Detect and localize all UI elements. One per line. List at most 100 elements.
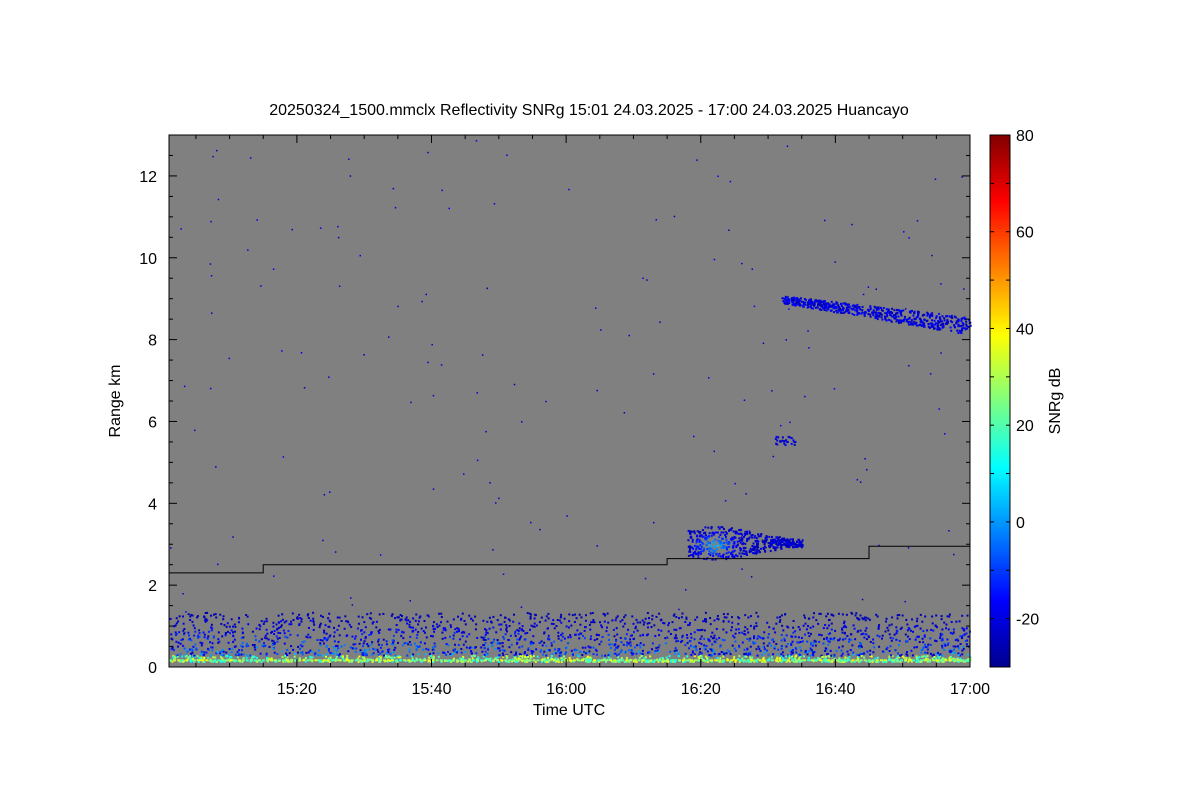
echo-pixel: [884, 630, 887, 633]
echo-pixel: [918, 323, 921, 326]
echo-pixel: [741, 568, 743, 570]
echo-pixel: [933, 319, 936, 322]
echo-pixel: [694, 659, 697, 662]
echo-pixel: [788, 302, 791, 305]
echo-pixel: [415, 646, 418, 649]
echo-pixel: [729, 180, 732, 183]
echo-pixel: [317, 649, 320, 652]
echo-pixel: [860, 645, 863, 648]
echo-pixel: [762, 656, 765, 659]
echo-pixel: [515, 651, 518, 654]
echo-pixel: [688, 658, 691, 661]
echo-pixel: [872, 638, 875, 641]
echo-pixel: [740, 532, 743, 535]
echo-pixel: [608, 639, 610, 641]
echo-pixel: [933, 656, 936, 658]
echo-pixel: [701, 542, 704, 544]
echo-pixel: [191, 649, 194, 652]
echo-pixel: [748, 532, 751, 535]
echo-pixel: [183, 628, 186, 630]
echo-pixel: [753, 637, 755, 640]
echo-pixel: [931, 654, 934, 657]
echo-pixel: [695, 648, 698, 651]
echo-pixel: [877, 314, 880, 317]
echo-pixel: [948, 648, 951, 651]
echo-pixel: [189, 660, 192, 663]
echo-pixel: [324, 624, 327, 627]
echo-pixel: [698, 656, 701, 659]
echo-pixel: [571, 660, 574, 662]
echo-pixel: [812, 642, 815, 645]
echo-pixel: [440, 612, 443, 615]
echo-pixel: [766, 649, 768, 652]
echo-pixel: [957, 652, 960, 655]
echo-pixel: [927, 643, 930, 646]
echo-pixel: [288, 623, 291, 626]
echo-pixel: [871, 311, 874, 314]
echo-pixel: [594, 660, 597, 663]
echo-pixel: [771, 390, 773, 392]
echo-pixel: [722, 613, 725, 616]
echo-pixel: [865, 660, 868, 663]
echo-pixel: [888, 650, 891, 652]
echo-pixel: [810, 300, 813, 303]
echo-pixel: [728, 529, 730, 532]
echo-pixel: [536, 655, 539, 658]
echo-pixel: [734, 482, 736, 485]
echo-pixel: [426, 614, 429, 617]
echo-pixel: [325, 655, 327, 658]
echo-pixel: [552, 659, 556, 662]
echo-pixel: [696, 530, 699, 533]
echo-pixel: [422, 630, 425, 633]
echo-pixel: [749, 660, 752, 663]
echo-pixel: [800, 546, 803, 549]
echo-pixel: [654, 651, 657, 654]
echo-pixel: [400, 634, 403, 637]
echo-pixel: [427, 659, 431, 662]
echo-pixel: [968, 319, 971, 322]
echo-pixel: [961, 653, 964, 656]
echo-pixel: [442, 628, 445, 631]
echo-pixel: [619, 651, 622, 654]
echo-pixel: [722, 651, 725, 654]
echo-pixel: [308, 626, 310, 629]
echo-pixel: [485, 430, 487, 433]
echo-pixel: [189, 659, 193, 662]
echo-pixel: [222, 660, 225, 663]
echo-pixel: [885, 319, 888, 322]
echo-pixel: [775, 536, 778, 539]
echo-pixel: [922, 630, 925, 632]
echo-pixel: [961, 322, 964, 324]
echo-pixel: [861, 598, 864, 601]
echo-pixel: [607, 633, 610, 636]
echo-pixel: [704, 618, 706, 621]
echo-pixel: [203, 660, 206, 663]
echo-pixel: [500, 623, 503, 626]
echo-pixel: [498, 647, 501, 650]
echo-pixel: [673, 659, 677, 662]
echo-pixel: [609, 659, 613, 662]
echo-pixel: [249, 654, 252, 657]
echo-pixel: [808, 635, 811, 638]
echo-pixel: [835, 301, 838, 304]
echo-pixel: [560, 639, 563, 642]
echo-pixel: [477, 656, 480, 659]
echo-pixel: [601, 654, 603, 657]
echo-pixel: [919, 613, 922, 616]
echo-pixel: [831, 660, 833, 663]
echo-pixel: [900, 321, 902, 324]
echo-pixel: [271, 639, 274, 642]
echo-pixel: [731, 527, 733, 530]
echo-pixel: [797, 636, 800, 639]
echo-pixel: [568, 656, 571, 659]
echo-pixel: [777, 539, 780, 542]
echo-pixel: [709, 554, 712, 557]
echo-pixel: [731, 546, 734, 549]
echo-pixel: [438, 612, 441, 615]
echo-pixel: [452, 618, 455, 621]
echo-pixel: [824, 660, 827, 663]
echo-pixel: [290, 623, 293, 626]
echo-pixel: [941, 320, 944, 323]
echo-pixel: [192, 660, 195, 663]
echo-pixel: [948, 615, 951, 618]
